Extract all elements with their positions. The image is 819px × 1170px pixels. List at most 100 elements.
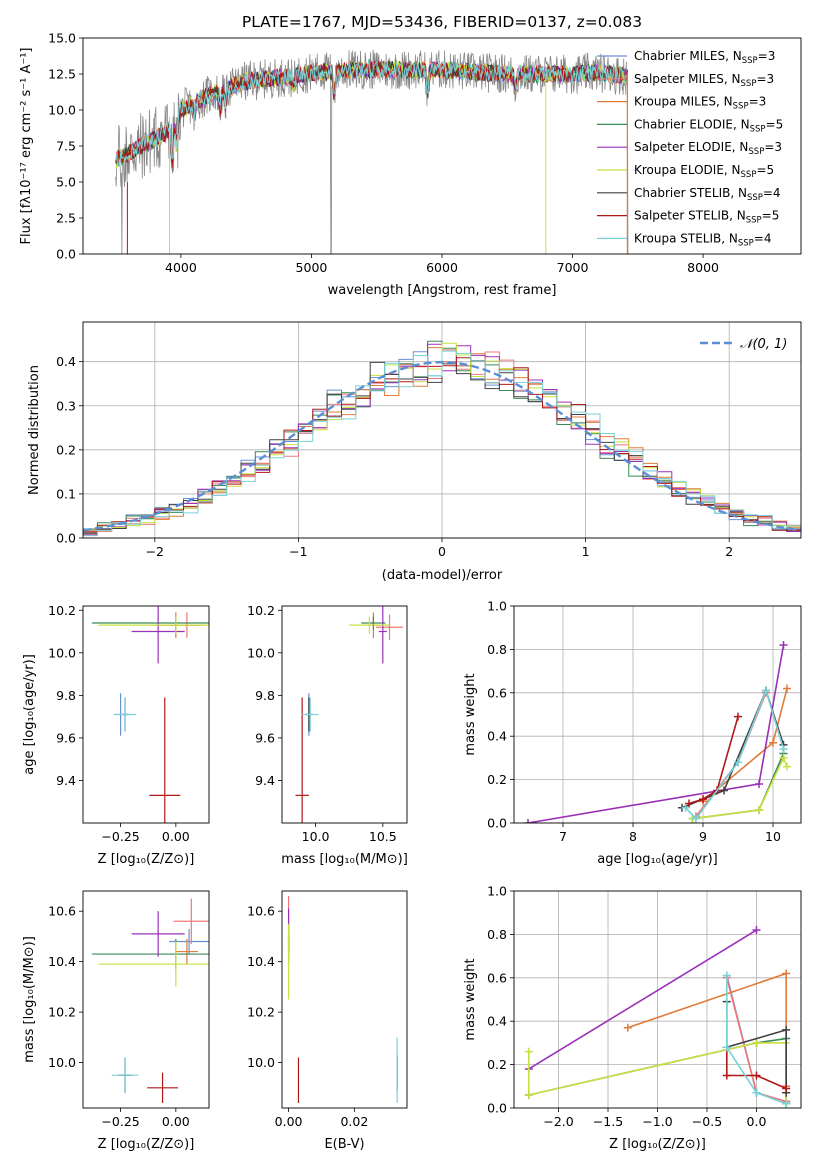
x-tick-label: 0.00 [162, 1114, 190, 1129]
weight-marker [755, 779, 763, 788]
axes-frame [281, 890, 408, 1109]
weight-line-salpeter-stelib [688, 716, 739, 805]
y-tick-label: 0.8 [487, 927, 507, 942]
x-tick-label: −1 [289, 544, 307, 559]
model-spectrum-kroupa-stelib [115, 59, 628, 168]
errorbar-salpeter-miles [376, 614, 403, 641]
errorbar-salpeter-elodie [378, 606, 387, 664]
x-tick-label: 4000 [165, 260, 197, 275]
plot-area [287, 896, 398, 1103]
plot-area [295, 606, 403, 823]
weight-marker [623, 1023, 632, 1032]
x-axis-label: Z [log₁₀(Z/Z⊙)] [98, 852, 195, 867]
y-axis-label: age [log₁₀(age/yr)] [22, 654, 37, 775]
weight-marker [779, 641, 788, 650]
weight-marker [752, 1071, 761, 1080]
legend-label: Salpeter ELODIE, NSSP=3 [634, 140, 782, 157]
x-tick-label: 7 [559, 829, 567, 844]
weight-line-kroupa-stelib [726, 975, 787, 1105]
weight-marker [722, 971, 731, 980]
weight-line-salpeter-stelib [726, 1047, 787, 1090]
weight-marker [681, 803, 690, 812]
legend: Chabrier MILES, NSSP=3 Salpeter MILES, NS… [597, 49, 783, 248]
y-tick-label: 0.2 [487, 1057, 507, 1072]
model-spectrum-salpeter-stelib [115, 60, 628, 169]
x-tick-label: 0.02 [340, 1114, 368, 1129]
normal-curve [83, 360, 801, 532]
errorbar-chabrier-miles [169, 928, 209, 955]
data-spectrum [115, 49, 629, 254]
legend-label: Kroupa MILES, NSSP=3 [634, 95, 766, 112]
weight-marker [720, 786, 728, 795]
plot-area [91, 898, 209, 1103]
weight-marker [734, 712, 742, 721]
y-tick-label: 0.6 [487, 970, 507, 985]
y-tick-label: 0.0 [56, 247, 76, 262]
y-tick-label: 10.0 [48, 1055, 76, 1070]
y-tick-label: 10.0 [247, 645, 275, 660]
errorbar-kroupa-stelib [111, 1057, 139, 1093]
weight-marker [782, 1025, 791, 1034]
y-tick-label: 9.6 [255, 730, 275, 745]
mass-weight-vs-metallicity-panel: −2.0 −1.5 −1.0 −0.5 0.0 0.0 0.2 0.4 0.6 0.8 1.0 Z [… [463, 884, 802, 1152]
y-tick-label: 10.4 [48, 954, 76, 969]
weight-marker [769, 738, 777, 747]
plot-area [514, 891, 801, 1108]
x-axis-label: (data-model)/error [382, 568, 503, 583]
legend-label: Salpeter STELIB, NSSP=5 [634, 209, 779, 226]
figure-title: PLATE=1767, MJD=53436, FIBERID=0137, z=0… [241, 13, 643, 31]
y-axis-label: mass weight [463, 673, 478, 755]
x-tick-label: −0.25 [101, 829, 139, 844]
y-axis-label: mass [log₁₀(M/M⊙)] [22, 936, 37, 1063]
spectrum-panel: 4000 5000 6000 7000 8000 0.0 2.5 5.0 7.5 10.0 12.5… [19, 31, 802, 298]
x-tick-label: 5000 [296, 260, 328, 275]
weight-marker [782, 1099, 791, 1108]
legend-label: Chabrier MILES, NSSP=3 [634, 49, 775, 66]
x-tick-label: 6000 [426, 260, 458, 275]
weight-marker [779, 745, 788, 754]
axes-frame [281, 605, 408, 824]
x-tick-label: −0.25 [101, 1114, 139, 1129]
y-tick-label: 0.0 [56, 531, 76, 546]
errorbar-salpeter-stelib [147, 1072, 179, 1103]
errorbar-kroupa-elodie [98, 616, 209, 634]
residual-panel: −2 −1 0 1 2 0.0 0.1 0.2 0.3 0.4 (data-model)/error… [27, 321, 802, 583]
y-tick-label: 0.4 [487, 1014, 507, 1029]
weight-marker [782, 1084, 791, 1093]
histogram-kroupa-stelib [83, 350, 801, 537]
x-tick-label: 10.0 [302, 829, 330, 844]
errorbar-kroupa-elodie [98, 941, 209, 987]
weight-marker [734, 758, 742, 767]
weight-line-salpeter-elodie [528, 929, 757, 1070]
weight-marker [752, 926, 761, 935]
y-tick-label: 0.1 [56, 486, 76, 501]
y-tick-label: 10.2 [247, 1005, 275, 1020]
y-tick-label: 0.0 [487, 816, 507, 831]
weight-marker [685, 799, 693, 808]
y-tick-label: 0.0 [487, 1101, 507, 1116]
y-tick-label: 0.8 [487, 642, 507, 657]
weight-marker [722, 1043, 731, 1052]
errorbar-kroupa-miles [175, 938, 198, 965]
x-tick-label: 0.0 [747, 1114, 767, 1129]
y-tick-label: 9.6 [56, 730, 76, 745]
y-tick-label: 7.5 [56, 139, 76, 154]
y-tick-label: 1.0 [487, 884, 507, 899]
weight-marker [752, 1088, 761, 1097]
y-tick-label: 15.0 [48, 31, 76, 46]
y-axis-label: Normed distribution [27, 365, 42, 495]
plot-area [83, 322, 801, 538]
weight-marker [699, 795, 707, 804]
legend-label: Kroupa ELODIE, NSSP=5 [634, 163, 774, 180]
errorbar-salpeter-stelib [149, 697, 181, 823]
errorbar-salpeter-stelib [295, 697, 309, 823]
axes-frame [82, 321, 802, 539]
errorbar-kroupa-elodie [349, 616, 390, 634]
y-tick-label: 0.2 [487, 772, 507, 787]
weight-marker [722, 1071, 731, 1080]
y-tick-label: 1.0 [487, 599, 507, 614]
errorbar-kroupa-stelib [113, 697, 137, 732]
x-tick-label: 0 [438, 544, 446, 559]
y-tick-label: 10.6 [48, 904, 76, 919]
plot-area [514, 606, 801, 823]
